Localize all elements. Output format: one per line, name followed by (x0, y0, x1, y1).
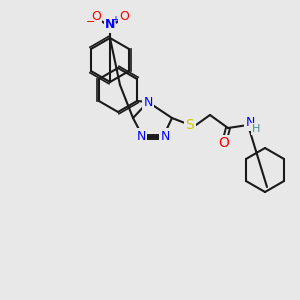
Text: −: − (86, 17, 96, 27)
Text: O: O (119, 11, 129, 23)
Text: N: N (160, 130, 170, 142)
Text: N: N (136, 130, 146, 142)
Text: O: O (91, 11, 101, 23)
Text: N: N (245, 116, 255, 130)
Text: H: H (252, 124, 260, 134)
Text: O: O (219, 136, 230, 150)
Text: S: S (186, 118, 194, 132)
Text: +: + (111, 15, 119, 25)
Text: N: N (105, 19, 115, 32)
Text: N: N (143, 95, 153, 109)
